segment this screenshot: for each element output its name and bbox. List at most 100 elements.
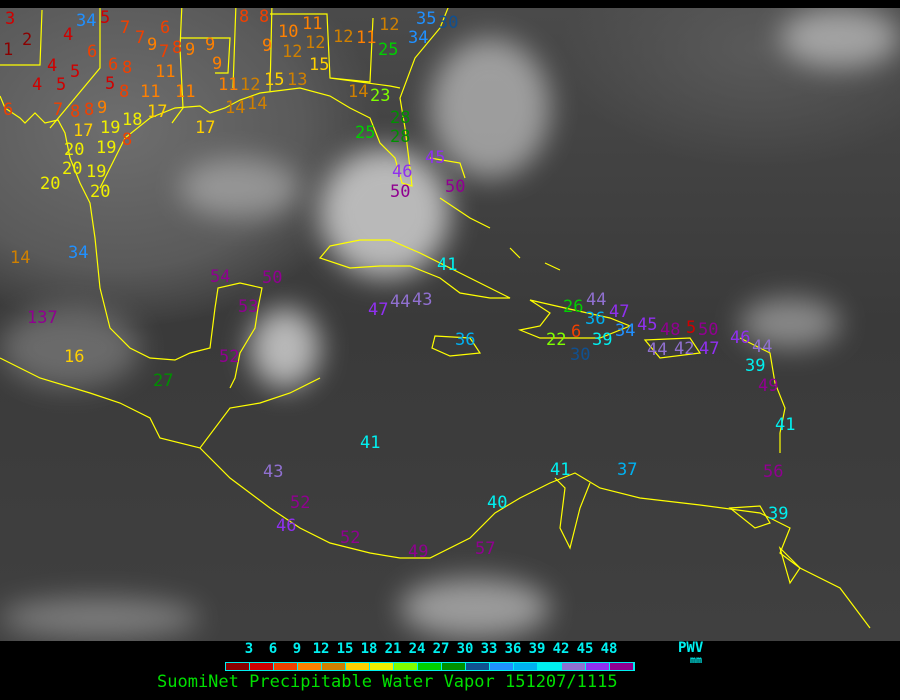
station-pwv-value: 11: [302, 14, 323, 34]
station-pwv-value: 28: [390, 108, 411, 128]
station-pwv-value: 10: [278, 22, 299, 42]
station-pwv-value: 5: [100, 8, 111, 28]
station-pwv-value: 5: [686, 318, 697, 338]
station-pwv-value: 50: [445, 177, 466, 197]
station-pwv-value: 50: [262, 268, 283, 288]
station-pwv-value: 12: [240, 75, 261, 95]
color-swatch: [418, 663, 442, 670]
station-pwv-value: 14: [247, 94, 268, 114]
station-pwv-value: 39: [592, 330, 613, 350]
legend-tick: 21: [384, 641, 402, 657]
station-pwv-value: 6: [108, 55, 119, 75]
legend-tick: 36: [504, 641, 522, 657]
station-pwv-value: 41: [437, 255, 458, 275]
station-pwv-value: 6: [571, 322, 582, 342]
product-title: SuomiNet Precipitable Water Vapor 151207…: [157, 672, 618, 692]
color-scale-bar: [225, 662, 635, 671]
station-pwv-value: 50: [390, 182, 411, 202]
legend-tick: 39: [528, 641, 546, 657]
legend-tick: 12: [312, 641, 330, 657]
color-swatch: [610, 663, 634, 670]
station-pwv-value: 12: [282, 42, 303, 62]
color-swatch: [250, 663, 274, 670]
station-pwv-value: 8: [239, 8, 250, 27]
station-pwv-value: 4: [63, 25, 74, 45]
station-pwv-value: 19: [100, 118, 121, 138]
station-pwv-value: 57: [475, 539, 496, 559]
color-swatch: [394, 663, 418, 670]
station-pwv-value: 14: [225, 98, 246, 118]
station-pwv-value: 7: [159, 42, 170, 62]
station-pwv-value: 8: [122, 58, 133, 78]
station-pwv-value: 17: [195, 118, 216, 138]
legend-tick: 15: [336, 641, 354, 657]
legend-tick: 42: [552, 641, 570, 657]
station-pwv-value: 28: [390, 127, 411, 147]
color-legend: 3 6 9 12 15 18 21 24 27 30 33 36 39 42 45 48 PWV mm Suo…: [0, 640, 900, 700]
color-swatch: [346, 663, 370, 670]
station-pwv-value: 5: [70, 62, 81, 82]
station-pwv-value: 39: [745, 356, 766, 376]
station-pwv-value: 17: [73, 121, 94, 141]
station-pwv-value: 5: [105, 74, 116, 94]
station-pwv-value: 41: [775, 415, 796, 435]
station-pwv-value: 11: [140, 82, 161, 102]
station-pwv-value: 14: [10, 248, 31, 268]
station-pwv-value: 9: [205, 35, 216, 55]
station-pwv-value: 3: [5, 9, 16, 29]
satellite-image: 3 2 1 4 34 5 6 7 7 9 7 8 9 6 4 5 6 8 4 5 5 8 11 11 11 6 7 8 8 9 17 19 18…: [0, 8, 900, 641]
station-pwv-value: 23: [370, 86, 391, 106]
color-swatch: [466, 663, 490, 670]
station-pwv-value: 41: [550, 460, 571, 480]
station-pwv-value: 8: [84, 100, 95, 120]
station-pwv-value: 47: [368, 300, 389, 320]
station-pwv-value: 25: [378, 40, 399, 60]
station-pwv-value: 53: [238, 297, 259, 317]
color-swatch: [226, 663, 250, 670]
legend-tick: 45: [576, 641, 594, 657]
station-pwv-value: 20: [64, 140, 85, 160]
station-pwv-value: 30: [438, 13, 459, 33]
color-swatch: [586, 663, 610, 670]
station-pwv-value: 43: [263, 462, 284, 482]
station-pwv-value: 1: [3, 40, 14, 60]
station-pwv-value: 54: [210, 267, 231, 287]
station-pwv-value: 13: [287, 70, 308, 90]
station-pwv-value: 45: [637, 315, 658, 335]
color-swatch: [322, 663, 346, 670]
station-pwv-value: 48: [660, 320, 681, 340]
legend-tick: 48: [600, 641, 618, 657]
station-pwv-value: 34: [76, 11, 97, 31]
station-pwv-value: 44: [390, 292, 411, 312]
station-pwv-value: 19: [96, 138, 117, 158]
station-pwv-value: 12: [333, 27, 354, 47]
station-pwv-value: 44: [586, 290, 607, 310]
station-pwv-value: 49: [758, 376, 779, 396]
station-pwv-value: 27: [153, 371, 174, 391]
legend-tick: 18: [360, 641, 378, 657]
color-swatch: [298, 663, 322, 670]
color-swatch: [274, 663, 298, 670]
station-pwv-value: 44: [752, 337, 773, 357]
station-pwv-value: 15: [309, 55, 330, 75]
station-pwv-value: 46: [730, 328, 751, 348]
station-pwv-value: 20: [90, 182, 111, 202]
station-pwv-value: 9: [185, 40, 196, 60]
station-pwv-value: 52: [340, 528, 361, 548]
station-pwv-value: 9: [97, 98, 108, 118]
station-pwv-value: 20: [62, 159, 83, 179]
station-pwv-value: 16: [64, 347, 85, 367]
station-pwv-value: 7: [135, 28, 146, 48]
station-pwv-value: 39: [768, 504, 789, 524]
legend-tick: 3: [244, 641, 254, 657]
station-pwv-value: 40: [487, 493, 508, 513]
station-pwv-value: 8: [259, 8, 270, 27]
station-pwv-value: 137: [27, 308, 58, 328]
station-pwv-value: 34: [615, 321, 636, 341]
color-swatch: [514, 663, 538, 670]
station-pwv-value: 4: [47, 56, 58, 76]
legend-tick: 33: [480, 641, 498, 657]
station-pwv-value: 45: [425, 148, 446, 168]
station-pwv-value: 8: [119, 82, 130, 102]
